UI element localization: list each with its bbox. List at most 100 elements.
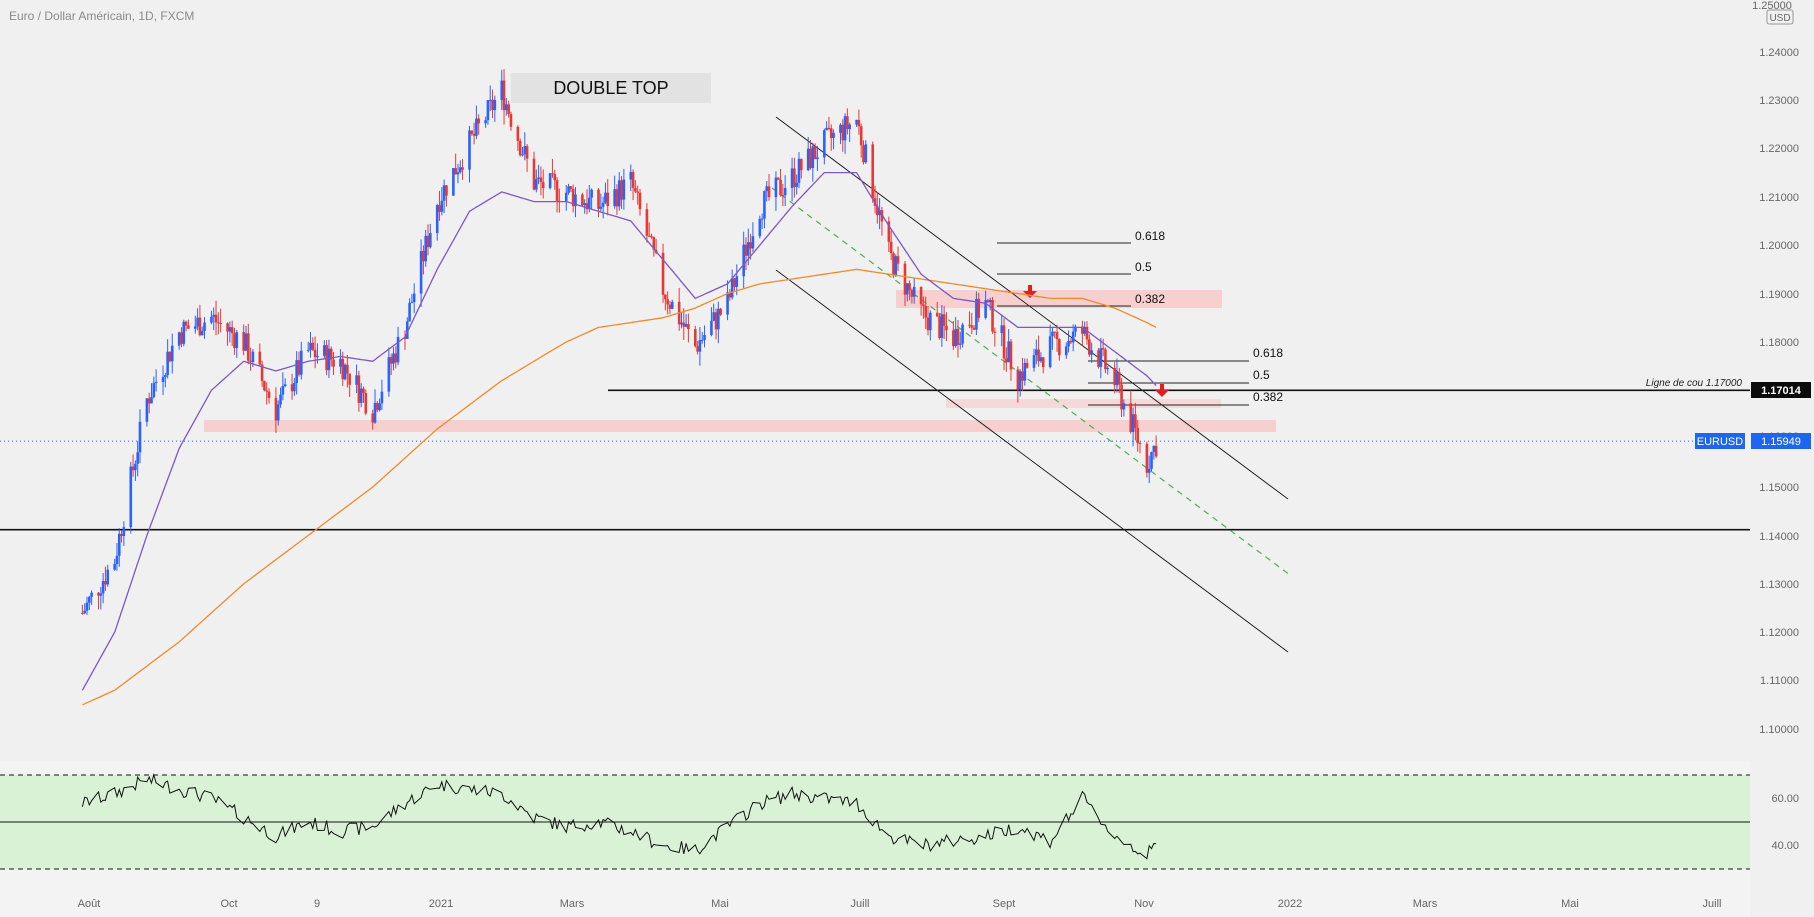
candle-body (424, 235, 428, 262)
price-scale[interactable]: 1.25000 USD 1.24000 1.23000 1.22000 1.21… (1695, 0, 1811, 852)
candle-body (242, 332, 245, 351)
candle-body (166, 351, 169, 376)
price-tick: 1.20000 (1759, 240, 1799, 252)
candle-body (954, 328, 957, 347)
channel-lower-line (775, 269, 1289, 653)
time-label: Mai (711, 898, 729, 910)
candle-body (244, 333, 248, 351)
candle-body (647, 235, 651, 237)
candle-body (799, 158, 803, 171)
candle-body (719, 308, 722, 315)
candle-body (182, 321, 186, 344)
candle-body (827, 127, 831, 129)
candle-body (297, 360, 301, 375)
candle-body (134, 463, 137, 471)
candle-body (774, 177, 778, 198)
candle-body (710, 320, 713, 335)
candle-body (952, 330, 955, 347)
candle-body (1069, 340, 1073, 343)
candle-body (986, 300, 990, 303)
candle-body (551, 173, 554, 175)
candle-body (1064, 346, 1068, 356)
candle-body (1018, 371, 1022, 390)
candle-body (631, 171, 635, 188)
candle-body (293, 382, 296, 392)
candle-body (746, 242, 750, 256)
candle-body (811, 146, 815, 169)
candle-body (638, 192, 642, 210)
down-arrow-icon (1023, 285, 1037, 298)
candle-body (859, 126, 863, 146)
time-label: Juill (1703, 898, 1722, 910)
candle-body (509, 114, 513, 127)
candle-body (636, 191, 639, 193)
candle-body (364, 393, 368, 414)
candle-body (935, 312, 939, 317)
candle-body (553, 173, 557, 181)
candle-body (1113, 367, 1116, 386)
candle-body (316, 355, 319, 358)
candle-body (714, 312, 718, 330)
candle-body (880, 210, 884, 222)
symbol-badge (1695, 433, 1745, 449)
candle-body (170, 345, 174, 362)
candle-body (145, 398, 149, 422)
candle-body (1122, 403, 1126, 410)
candle-body (117, 533, 121, 556)
candle-body (461, 167, 464, 170)
candle-body (505, 104, 508, 111)
candle-body (106, 569, 110, 585)
candle-body (343, 364, 347, 380)
candle-body (339, 358, 342, 367)
candle-body (735, 276, 739, 287)
candle-body (1104, 349, 1107, 370)
candle-body (1129, 403, 1133, 432)
candle-body (666, 299, 669, 305)
candle-body (136, 452, 139, 464)
candle-body (760, 218, 764, 220)
resistance-zone (204, 420, 1276, 432)
candle-body (680, 322, 683, 325)
candle-body (357, 375, 361, 403)
candle-body (161, 377, 165, 382)
candle-body (1058, 339, 1061, 356)
candle-body (597, 189, 600, 209)
candle-body (198, 317, 202, 336)
candle-body (855, 119, 858, 125)
candle-body (841, 124, 845, 141)
candle-body (926, 317, 930, 331)
candle-body (1009, 341, 1013, 370)
candle-body (910, 289, 914, 297)
candle-body (765, 186, 769, 192)
ma-slow-line (82, 268, 1157, 706)
candle-body (500, 80, 504, 100)
candle-body (988, 299, 992, 303)
candle-body (1007, 341, 1010, 363)
time-label: Mars (560, 898, 585, 910)
candle-body (601, 202, 605, 207)
candle-body (1000, 325, 1004, 333)
time-label: 2021 (429, 898, 453, 910)
candle-body (919, 286, 923, 305)
candle-body (744, 244, 748, 256)
candle-body (249, 360, 252, 363)
candle-body (829, 128, 833, 139)
time-axis[interactable]: Août Oct 9 2021 Mars Mai Juill Sept Nov … (78, 898, 1722, 910)
price-tick: 1.22000 (1759, 143, 1799, 155)
candle-body (408, 302, 411, 322)
candle-body (295, 360, 298, 383)
chart-title: Euro / Dollar Américain, 1D, FXCM (9, 9, 194, 23)
fib-lower-05: 0.5 (1253, 368, 1270, 382)
candle-body (1097, 350, 1100, 367)
candle-body (1048, 336, 1052, 368)
candle-body (1016, 369, 1020, 390)
candle-body (687, 324, 690, 330)
rsi-tick: 60.00 (1771, 793, 1799, 805)
candle-body (1039, 357, 1043, 362)
candle-body (726, 292, 729, 315)
candle-body (193, 326, 197, 329)
candle-body (1071, 331, 1075, 343)
candle-body (274, 397, 278, 421)
